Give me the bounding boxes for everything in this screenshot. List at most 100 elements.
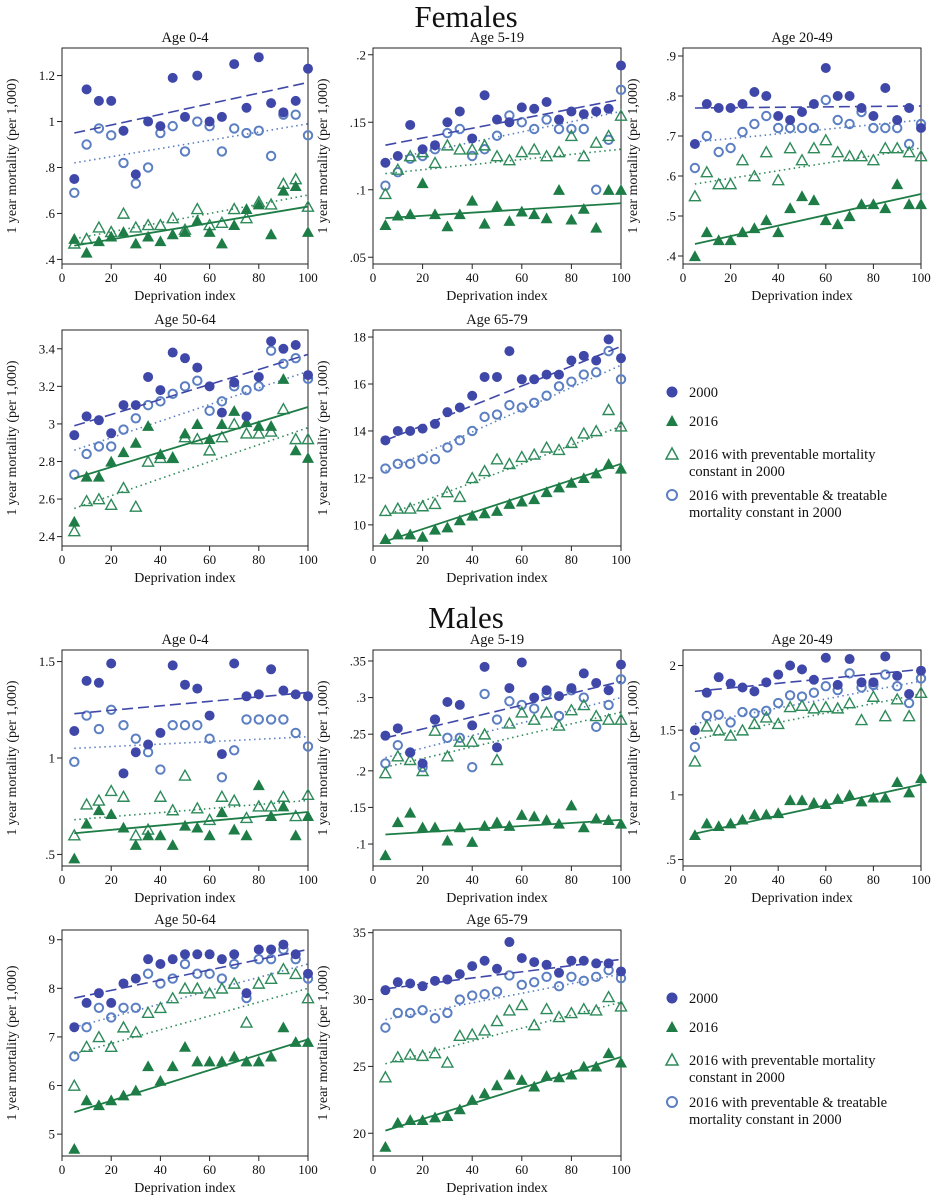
- trend-line: [385, 462, 622, 543]
- data-point: [191, 1055, 204, 1067]
- trend-line: [385, 711, 622, 768]
- data-point: [240, 829, 253, 841]
- data-point: [712, 234, 725, 246]
- data-point: [116, 789, 131, 802]
- data-point: [807, 141, 821, 154]
- data-point: [566, 955, 577, 966]
- data-point: [118, 157, 129, 169]
- data-point: [239, 426, 254, 439]
- data-point: [379, 1140, 392, 1152]
- data-point: [429, 523, 441, 535]
- data-point: [856, 677, 867, 688]
- data-point: [415, 764, 430, 777]
- data-point: [179, 819, 191, 831]
- data-point: [541, 390, 552, 401]
- data-point: [603, 685, 614, 696]
- data-point: [142, 1060, 155, 1072]
- legend-label-2016: 2016: [689, 1020, 718, 1036]
- y-tick-label: .25: [350, 727, 366, 742]
- data-point: [415, 499, 430, 512]
- data-point: [302, 452, 314, 463]
- data-point: [712, 723, 726, 736]
- data-point: [303, 370, 313, 381]
- data-point: [81, 411, 92, 422]
- data-point: [69, 1051, 80, 1062]
- data-point: [429, 821, 441, 833]
- data-point: [302, 741, 314, 752]
- data-point: [614, 419, 628, 432]
- data-point: [166, 228, 179, 240]
- x-tick-label: 0: [59, 552, 66, 567]
- data-point: [784, 690, 796, 701]
- data-point: [264, 424, 278, 437]
- section-title-males: Males: [428, 600, 504, 635]
- x-axis-label: Deprivation index: [134, 289, 235, 304]
- data-point: [142, 162, 154, 173]
- data-point: [784, 122, 796, 134]
- data-point: [241, 691, 252, 702]
- data-point: [700, 226, 713, 238]
- data-point: [700, 165, 714, 178]
- series-teal: [67, 768, 315, 841]
- data-point: [454, 402, 465, 413]
- series-blue: [69, 658, 313, 779]
- data-point: [842, 696, 857, 709]
- data-point: [490, 149, 504, 162]
- data-point: [68, 1143, 81, 1154]
- data-point: [191, 821, 204, 833]
- data-point: [277, 800, 290, 812]
- data-point: [467, 133, 478, 144]
- series-teal: [688, 133, 928, 202]
- data-point: [454, 123, 465, 135]
- data-point: [503, 820, 516, 831]
- x-tick-label: 40: [466, 1162, 479, 1177]
- data-point: [191, 418, 204, 430]
- data-point: [252, 1055, 265, 1067]
- data-point: [453, 490, 467, 503]
- data-point: [892, 122, 903, 134]
- data-point: [903, 697, 915, 709]
- series-green: [379, 1047, 627, 1152]
- legend-label-preventable-treatable: 2016 with preventable & treatable mortali…: [689, 488, 887, 521]
- data-point: [504, 937, 515, 948]
- data-point: [528, 493, 541, 505]
- data-point: [154, 1074, 167, 1086]
- x-tick-label: 60: [819, 872, 832, 887]
- data-point: [202, 813, 217, 826]
- data-point: [130, 178, 142, 189]
- data-point: [578, 350, 589, 361]
- data-point: [167, 954, 178, 965]
- data-point: [81, 997, 92, 1008]
- x-tick-label: 20: [724, 872, 737, 887]
- x-tick-label: 0: [59, 872, 66, 887]
- series-lightblue: [69, 704, 314, 783]
- data-point: [277, 1021, 290, 1033]
- data-point: [117, 226, 130, 237]
- data-point: [454, 969, 465, 980]
- trend-line: [694, 147, 922, 185]
- x-tick-label: 80: [252, 552, 265, 567]
- panel-title: Age 5-19: [470, 632, 524, 648]
- trend-line: [385, 696, 622, 759]
- data-point: [153, 1001, 168, 1014]
- data-point: [276, 789, 291, 802]
- data-point: [166, 452, 179, 463]
- data-point: [503, 498, 516, 509]
- data-point: [216, 111, 227, 122]
- data-point: [290, 727, 301, 739]
- data-point: [844, 654, 855, 665]
- data-point: [591, 106, 602, 117]
- data-point: [843, 210, 856, 222]
- data-point: [415, 1049, 430, 1062]
- data-point: [391, 1050, 405, 1063]
- data-point: [277, 373, 290, 384]
- data-point: [302, 226, 314, 237]
- data-point: [166, 991, 180, 1004]
- data-point: [601, 712, 616, 725]
- x-tick-label: 60: [819, 270, 832, 285]
- y-tick-label: .6: [45, 206, 55, 221]
- data-point: [166, 211, 180, 224]
- data-point: [601, 990, 616, 1003]
- data-point: [479, 90, 490, 101]
- y-axis-label: 1 year mortality (per 1,000): [626, 78, 641, 233]
